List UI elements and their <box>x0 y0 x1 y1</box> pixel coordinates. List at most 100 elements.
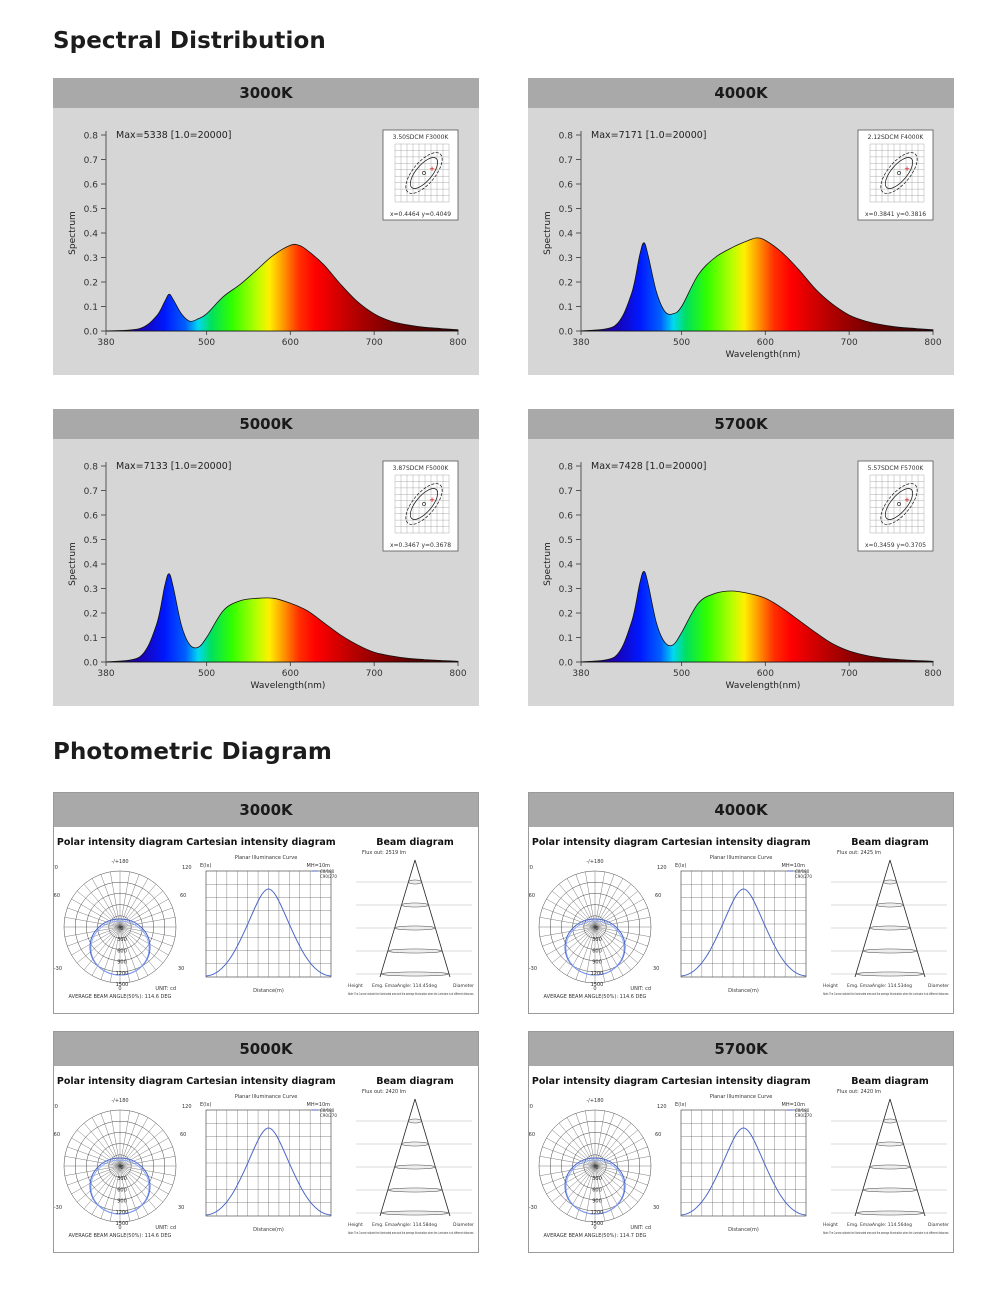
beam-note: Note: The Curves indicate the illuminate… <box>823 992 949 996</box>
polar-spoke <box>551 890 596 928</box>
cartesian-legend-item: C90/270 <box>320 1113 337 1118</box>
cartesian-subtitle: Planar Illuminance Curve <box>235 855 298 861</box>
y-axis-label: Spectrum <box>68 542 78 586</box>
polar-spoke <box>594 1165 639 1203</box>
photometric-panel-title: 4000K <box>529 793 953 827</box>
polar-spoke <box>546 926 596 956</box>
spectrum-panel-title: 5000K <box>53 409 479 439</box>
cartesian-legend-item: C90/270 <box>320 874 337 879</box>
photometric-diagrams: Polar intensity diagram Cartesian intensi… <box>529 837 949 1000</box>
y-tick-label: 0.1 <box>84 303 98 313</box>
cie-sdcm-label: 3.50SDCM F3000K <box>393 134 450 141</box>
y-tick-label: 0.3 <box>84 254 98 264</box>
spectrum-panel-5000k: 5000K 0.8 0.7 0.6 0.5 0.4 0.3 0.2 0.1 0.0 380 500 6… <box>53 409 479 706</box>
beam-edge-left <box>379 1098 416 1217</box>
cartesian-diagram-title: Cartesian intensity diagram <box>186 837 336 848</box>
beam-header-emax: Emg. Emax <box>372 1222 398 1228</box>
polar-spoke <box>594 917 651 928</box>
polar-spoke <box>542 907 596 928</box>
polar-angle-label: 120 <box>657 1104 667 1110</box>
beam-header-diameter: Diameter <box>928 1222 949 1228</box>
cie-sdcm-label: 2.12SDCM F4000K <box>868 134 925 141</box>
polar-angle-label: 60 <box>655 1132 661 1138</box>
photometric-panel-title: 5700K <box>529 1032 953 1066</box>
y-tick-label: 0.2 <box>84 610 98 620</box>
polar-spoke <box>119 926 130 983</box>
polar-angle-label: -60 <box>529 893 535 899</box>
polar-spoke <box>594 1165 632 1210</box>
cartesian-mh-label: MH=10m <box>307 863 331 869</box>
polar-spoke <box>594 1129 639 1167</box>
cartesian-x-label: Distance(m) <box>253 1227 284 1233</box>
cie-inner-ellipse <box>409 488 439 520</box>
spectrum-panel-4000k: 4000K 0.8 0.7 0.6 0.5 0.4 0.3 0.2 0.1 0.0 380 500 6… <box>528 78 954 375</box>
polar-angle-label: -60 <box>529 1132 535 1138</box>
y-tick-label: 0.6 <box>84 512 99 522</box>
cie-inset-box <box>382 460 459 552</box>
polar-angle-label: -120 <box>529 865 533 871</box>
polar-spoke <box>119 926 164 964</box>
polar-spoke <box>110 1165 121 1222</box>
polar-spoke <box>110 926 121 983</box>
cie-center-point <box>897 171 901 175</box>
polar-spoke <box>91 926 121 976</box>
cartesian-mh-label: MH=10m <box>307 1102 331 1108</box>
spectrum-max-label: Max=7133 [1.0=20000] <box>116 461 232 472</box>
polar-spoke <box>119 907 173 928</box>
polar-spoke <box>594 1165 624 1215</box>
polar-value-label: 1200 <box>116 971 129 977</box>
cie-inset-box <box>857 129 934 221</box>
cartesian-legend-item: C0/180 <box>320 1108 335 1113</box>
polar-value-label: 1200 <box>591 1210 604 1216</box>
beam-header-height: Height <box>348 983 363 989</box>
polar-spoke <box>585 926 596 983</box>
polar-angle-label: 60 <box>180 893 186 899</box>
polar-spoke <box>119 871 130 928</box>
cartesian-subtitle: Planar Illuminance Curve <box>710 855 773 861</box>
polar-value-label: 900 <box>117 960 127 966</box>
polar-value-label: 1500 <box>591 982 604 988</box>
polar-spoke <box>64 917 121 928</box>
polar-value-label: 1500 <box>116 1221 129 1227</box>
polar-angle-label: 0 <box>118 1225 121 1231</box>
polar-angle-label: -60 <box>54 1132 60 1138</box>
y-axis-label: Spectrum <box>543 542 553 586</box>
beam-diagram-title: Beam diagram <box>376 1076 454 1087</box>
polar-spoke <box>551 1129 596 1167</box>
polar-spoke <box>542 1146 596 1167</box>
beam-flux-label: Flux out: 2519 lm <box>362 850 406 856</box>
y-tick-label: 0.7 <box>84 156 98 166</box>
polar-diagram-title: Polar intensity diagram <box>57 1076 183 1087</box>
x-tick-label: 700 <box>841 669 858 679</box>
cartesian-x-label: Distance(m) <box>728 988 759 994</box>
x-tick-label: 600 <box>282 338 299 348</box>
polar-curve-c90 <box>90 920 150 976</box>
x-axis-label: Wavelength(nm) <box>726 681 801 691</box>
cartesian-y-label: E(lx) <box>675 1102 686 1108</box>
polar-grid <box>63 1109 177 1223</box>
photometric-panel-title: 5000K <box>54 1032 478 1066</box>
y-tick-label: 0.7 <box>559 487 573 497</box>
cartesian-subtitle: Planar Illuminance Curve <box>235 1094 298 1100</box>
cartesian-curve <box>205 1127 332 1216</box>
cartesian-diagram-title: Cartesian intensity diagram <box>661 837 811 848</box>
polar-angle-label: 60 <box>180 1132 186 1138</box>
polar-angle-label: -30 <box>529 966 537 972</box>
y-tick-label: 0.5 <box>84 205 98 215</box>
polar-spoke <box>585 871 596 928</box>
cartesian-legend-item: C90/270 <box>795 1113 812 1118</box>
polar-spoke <box>67 1146 121 1167</box>
polar-curve-c90 <box>565 1159 625 1215</box>
beam-edge-right <box>414 1098 451 1217</box>
polar-angle-label: -60 <box>54 893 60 899</box>
polar-spoke <box>594 1165 651 1176</box>
cie-outer-ellipse <box>880 152 918 194</box>
x-tick-label: 500 <box>198 669 215 679</box>
polar-spoke <box>91 1165 121 1215</box>
polar-value-label: 600 <box>117 1187 127 1193</box>
polar-value-label: 900 <box>117 1199 127 1205</box>
polar-angle-label: 60 <box>655 893 661 899</box>
polar-spoke <box>594 926 644 956</box>
x-axis-label: Wavelength(nm) <box>251 681 326 691</box>
polar-spoke <box>566 1165 596 1215</box>
